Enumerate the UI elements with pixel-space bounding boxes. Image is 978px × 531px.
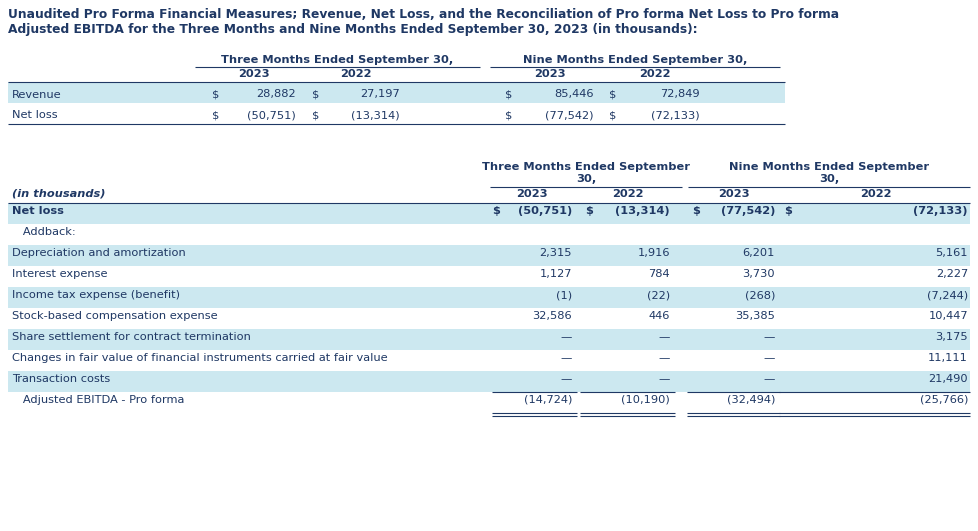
Bar: [8, 371, 969, 392]
Text: 2023: 2023: [533, 69, 564, 79]
Text: 85,446: 85,446: [554, 90, 594, 99]
Bar: [8, 287, 969, 308]
Text: $: $: [608, 110, 616, 121]
Bar: [8, 350, 969, 371]
Text: $: $: [505, 90, 511, 99]
Bar: [8, 203, 969, 224]
Text: 28,882: 28,882: [256, 90, 295, 99]
Text: Share settlement for contract termination: Share settlement for contract terminatio…: [12, 332, 250, 342]
Text: 2,315: 2,315: [539, 248, 571, 258]
Text: Addback:: Addback:: [12, 227, 75, 237]
Text: Income tax expense (benefit): Income tax expense (benefit): [12, 290, 180, 300]
Text: $: $: [505, 110, 511, 121]
Text: —: —: [658, 353, 669, 363]
Text: 32,586: 32,586: [532, 311, 571, 321]
Bar: [8, 329, 969, 350]
Text: 35,385: 35,385: [734, 311, 775, 321]
Text: Three Months Ended September: Three Months Ended September: [481, 162, 689, 172]
Text: (13,314): (13,314): [615, 206, 669, 216]
Bar: [8, 224, 969, 245]
Text: 30,: 30,: [575, 174, 596, 184]
Text: (77,542): (77,542): [720, 206, 775, 216]
Text: Nine Months Ended September 30,: Nine Months Ended September 30,: [522, 55, 746, 65]
Text: (32,494): (32,494): [726, 395, 775, 405]
Text: $: $: [492, 206, 500, 216]
Text: Adjusted EBITDA - Pro forma: Adjusted EBITDA - Pro forma: [12, 395, 184, 405]
Text: (in thousands): (in thousands): [12, 189, 106, 199]
Text: 2022: 2022: [860, 189, 891, 199]
Text: 2023: 2023: [515, 189, 548, 199]
Text: —: —: [763, 353, 775, 363]
Text: (22): (22): [646, 290, 669, 300]
Text: Unaudited Pro Forma Financial Measures; Revenue, Net Loss, and the Reconciliatio: Unaudited Pro Forma Financial Measures; …: [8, 8, 838, 21]
Text: 72,849: 72,849: [660, 90, 699, 99]
Text: 3,175: 3,175: [934, 332, 967, 342]
Text: $: $: [212, 110, 219, 121]
Text: Nine Months Ended September: Nine Months Ended September: [729, 162, 928, 172]
Text: 30,: 30,: [818, 174, 838, 184]
Text: 27,197: 27,197: [360, 90, 400, 99]
Text: (50,751): (50,751): [517, 206, 571, 216]
Text: (72,133): (72,133): [650, 110, 699, 121]
Text: 2,227: 2,227: [935, 269, 967, 279]
Text: 6,201: 6,201: [742, 248, 775, 258]
Text: (1): (1): [556, 290, 571, 300]
Bar: [8, 82, 784, 103]
Text: —: —: [763, 332, 775, 342]
Text: (13,314): (13,314): [351, 110, 400, 121]
Bar: [8, 392, 969, 413]
Text: 10,447: 10,447: [927, 311, 967, 321]
Bar: [8, 103, 784, 124]
Text: 1,916: 1,916: [637, 248, 669, 258]
Text: Interest expense: Interest expense: [12, 269, 108, 279]
Bar: [8, 245, 969, 266]
Text: 21,490: 21,490: [927, 374, 967, 384]
Text: (77,542): (77,542): [545, 110, 594, 121]
Text: 446: 446: [648, 311, 669, 321]
Text: Adjusted EBITDA for the Three Months and Nine Months Ended September 30, 2023 (i: Adjusted EBITDA for the Three Months and…: [8, 23, 697, 36]
Text: 784: 784: [647, 269, 669, 279]
Text: 2022: 2022: [340, 69, 372, 79]
Text: —: —: [763, 374, 775, 384]
Text: Three Months Ended September 30,: Three Months Ended September 30,: [221, 55, 453, 65]
Text: —: —: [658, 332, 669, 342]
Text: Transaction costs: Transaction costs: [12, 374, 111, 384]
Text: (50,751): (50,751): [247, 110, 295, 121]
Text: —: —: [560, 374, 571, 384]
Text: 2022: 2022: [611, 189, 643, 199]
Text: —: —: [560, 332, 571, 342]
Text: Net loss: Net loss: [12, 110, 58, 121]
Text: $: $: [212, 90, 219, 99]
Text: (14,724): (14,724): [523, 395, 571, 405]
Text: 2023: 2023: [717, 189, 748, 199]
Text: (268): (268): [744, 290, 775, 300]
Text: Stock-based compensation expense: Stock-based compensation expense: [12, 311, 217, 321]
Text: —: —: [658, 374, 669, 384]
Text: (10,190): (10,190): [621, 395, 669, 405]
Text: (72,133): (72,133): [912, 206, 967, 216]
Text: Revenue: Revenue: [12, 90, 62, 99]
Text: $: $: [783, 206, 791, 216]
Text: 11,111: 11,111: [927, 353, 967, 363]
Text: $: $: [312, 110, 319, 121]
Text: (7,244): (7,244): [926, 290, 967, 300]
Bar: [8, 308, 969, 329]
Text: $: $: [312, 90, 319, 99]
Text: $: $: [608, 90, 616, 99]
Text: 1,127: 1,127: [539, 269, 571, 279]
Text: —: —: [560, 353, 571, 363]
Text: Net loss: Net loss: [12, 206, 64, 216]
Text: $: $: [585, 206, 593, 216]
Text: (25,766): (25,766): [918, 395, 967, 405]
Text: $: $: [691, 206, 699, 216]
Text: 5,161: 5,161: [935, 248, 967, 258]
Bar: [8, 266, 969, 287]
Text: Changes in fair value of financial instruments carried at fair value: Changes in fair value of financial instr…: [12, 353, 387, 363]
Text: 2022: 2022: [638, 69, 670, 79]
Text: 3,730: 3,730: [741, 269, 775, 279]
Text: 2023: 2023: [238, 69, 270, 79]
Text: Depreciation and amortization: Depreciation and amortization: [12, 248, 186, 258]
